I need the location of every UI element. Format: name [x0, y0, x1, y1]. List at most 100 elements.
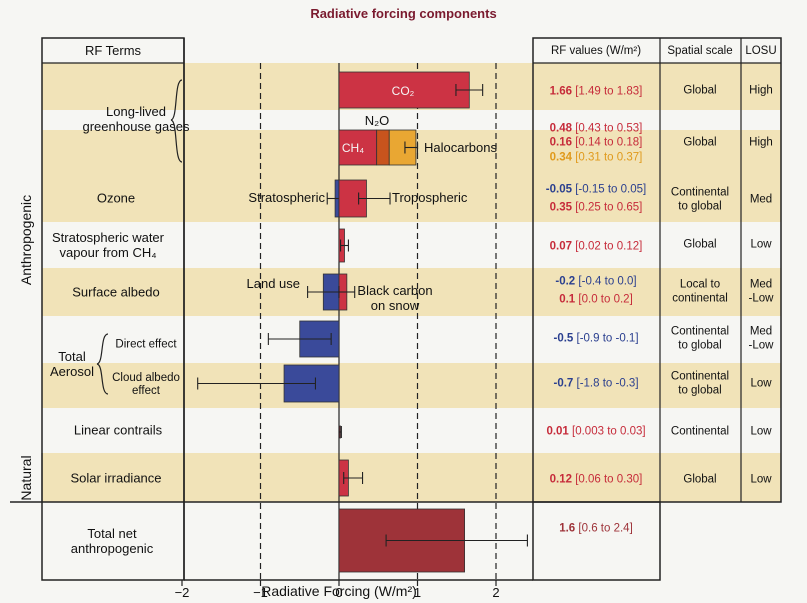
x-axis-label: Radiative Forcing (W/m²)	[261, 583, 417, 599]
row-label-contrails-line-0: Linear contrails	[74, 423, 163, 438]
bar-n2o	[376, 129, 390, 166]
chart-title: Radiative forcing components	[310, 6, 497, 21]
row-label-solar-line-0: Solar irradiance	[70, 471, 161, 486]
bar-co2	[338, 71, 470, 109]
rf-value-range: [-0.9 to -0.1]	[573, 333, 638, 345]
bar-label-tropospheric: Tropospheric	[392, 190, 468, 205]
rf-value-9-0: 1.6 [0.6 to 2.4]	[559, 523, 633, 535]
row-label-aero_cloud-line-0: Cloud albedo	[112, 372, 180, 384]
losu-4-line-0: Med	[750, 279, 772, 291]
rf-value-central: 0.12	[550, 474, 572, 486]
header-spatial-scale: Spatial scale	[667, 45, 732, 57]
spatial-scale-0-line-0: Global	[683, 85, 716, 97]
x-tick-label-3: 1	[414, 585, 421, 600]
row-label-albedo-line-0: Surface albedo	[72, 285, 159, 300]
row-label-total-aerosol-line-0: Total	[58, 349, 86, 364]
rf-value-range: [0.31 to 0.37]	[572, 152, 642, 164]
losu-4-line-1: -Low	[749, 293, 775, 305]
rf-value-range: [-1.8 to -0.3]	[573, 378, 638, 390]
losu-2-line-0: Med	[750, 194, 772, 206]
rf-value-central: -0.5	[553, 333, 573, 345]
bar-label-co2: CO₂	[392, 84, 415, 98]
rf-value-range: [1.49 to 1.83]	[572, 86, 642, 98]
spatial-scale-6-line-0: Continental	[671, 371, 729, 383]
rf-value-range: [0.003 to 0.03]	[569, 426, 646, 438]
spatial-scale-2-line-0: Continental	[671, 187, 729, 199]
spatial-scale-3-line-0: Global	[683, 239, 716, 251]
total-value-frame	[532, 501, 661, 581]
spatial-scale-6-line-1: to global	[678, 385, 721, 397]
rf-value-8-0: 0.12 [0.06 to 0.30]	[550, 474, 643, 486]
losu-6-line-0: Low	[750, 378, 772, 390]
x-tick-label-0: −2	[175, 585, 190, 600]
rf-value-0-0: 1.66 [1.49 to 1.83]	[550, 86, 643, 98]
row-label-aero_cloud-line-1: effect	[132, 385, 161, 397]
row-label-aero_direct-line-0: Direct effect	[115, 339, 177, 351]
rf-value-range: [-0.4 to 0.0]	[575, 276, 636, 288]
header-rf-terms: RF Terms	[85, 43, 142, 58]
rf-value-central: 0.16	[550, 137, 572, 149]
row-band-solar	[42, 453, 781, 502]
bar-label-n2o: N₂O	[365, 113, 390, 128]
rf-value-range: [0.0 to 0.2]	[575, 294, 633, 306]
spatial-scale-4-line-0: Local to	[680, 279, 720, 291]
losu-8-line-0: Low	[750, 474, 772, 486]
spatial-scale-8-line-0: Global	[683, 474, 716, 486]
group-natural: Natural	[18, 455, 34, 500]
rf-value-5-0: -0.5 [-0.9 to -0.1]	[553, 333, 638, 345]
group-anthropogenic: Anthropogenic	[18, 195, 34, 285]
row-gap-ghg	[42, 110, 781, 130]
row-band-albedo	[42, 268, 781, 316]
rf-value-central: 0.35	[550, 202, 573, 214]
rf-value-central: 0.48	[550, 123, 573, 135]
rf-value-6-0: -0.7 [-1.8 to -0.3]	[553, 378, 638, 390]
spatial-scale-2-line-1: to global	[678, 201, 721, 213]
row-label-ghg-line-0: Long-lived	[106, 104, 166, 119]
spatial-scale-5-line-1: to global	[678, 340, 721, 352]
rf-value-central: 0.34	[550, 152, 573, 164]
rf-value-2-0: -0.05 [-0.15 to 0.05]	[546, 184, 646, 196]
rf-value-1-1: 0.16 [0.14 to 0.18]	[550, 137, 643, 149]
header-losu: LOSU	[745, 45, 776, 57]
losu-5-line-1: -Low	[749, 340, 775, 352]
row-label-total-aerosol-line-1: Aerosol	[50, 364, 94, 379]
x-tick-label-2: 0	[335, 585, 342, 600]
rf-value-1-2: 0.34 [0.31 to 0.37]	[550, 152, 643, 164]
rf-value-2-1: 0.35 [0.25 to 0.65]	[550, 202, 643, 214]
rf-value-central: -0.05	[546, 184, 573, 196]
row-band-ozone	[42, 175, 781, 222]
rf-value-range: [0.06 to 0.30]	[572, 474, 642, 486]
bar-label-stratospheric: Stratospheric	[248, 190, 325, 205]
bar-ch4	[338, 129, 378, 166]
row-label-total-line-0: Total net	[87, 526, 137, 541]
x-tick-label-4: 2	[492, 585, 499, 600]
rf-value-7-0: 0.01 [0.003 to 0.03]	[546, 426, 645, 438]
rf-value-3-0: 0.07 [0.02 to 0.12]	[550, 241, 643, 253]
rf-value-central: 0.07	[550, 241, 572, 253]
losu-3-line-0: Low	[750, 239, 772, 251]
brace-aerosol	[96, 333, 109, 395]
rf-value-range: [-0.15 to 0.05]	[572, 184, 646, 196]
rf-value-range: [0.25 to 0.65]	[572, 202, 642, 214]
row-label-stratwv-line-0: Stratospheric water	[52, 230, 165, 245]
row-label-ozone-line-0: Ozone	[97, 191, 135, 206]
row-label-ghg-line-1: greenhouse gases	[83, 119, 190, 134]
rf-value-4-1: 0.1 [0.0 to 0.2]	[559, 294, 633, 306]
row-label-stratwv-line-1: vapour from CH₄	[59, 245, 156, 260]
losu-1-line-0: High	[749, 137, 773, 149]
rf-value-central: 1.6	[559, 523, 575, 535]
rf-value-1-0: 0.48 [0.43 to 0.53]	[550, 123, 643, 135]
rf-value-central: 0.01	[546, 426, 569, 438]
rf-value-range: [0.43 to 0.53]	[572, 123, 642, 135]
spatial-scale-4-line-1: continental	[672, 293, 728, 305]
x-tick-label-1: −1	[253, 585, 268, 600]
losu-5-line-0: Med	[750, 326, 772, 338]
bar-label-black-carbon-line-0: Black carbon	[357, 283, 432, 298]
rf-value-central: 1.66	[550, 86, 572, 98]
rf-value-range: [0.02 to 0.12]	[572, 241, 642, 253]
bar-label-land-use: Land use	[247, 276, 301, 291]
row-band-aero_cloud	[42, 363, 781, 408]
losu-7-line-0: Low	[750, 426, 772, 438]
bar-label-black-carbon-line-1: on snow	[371, 298, 420, 313]
